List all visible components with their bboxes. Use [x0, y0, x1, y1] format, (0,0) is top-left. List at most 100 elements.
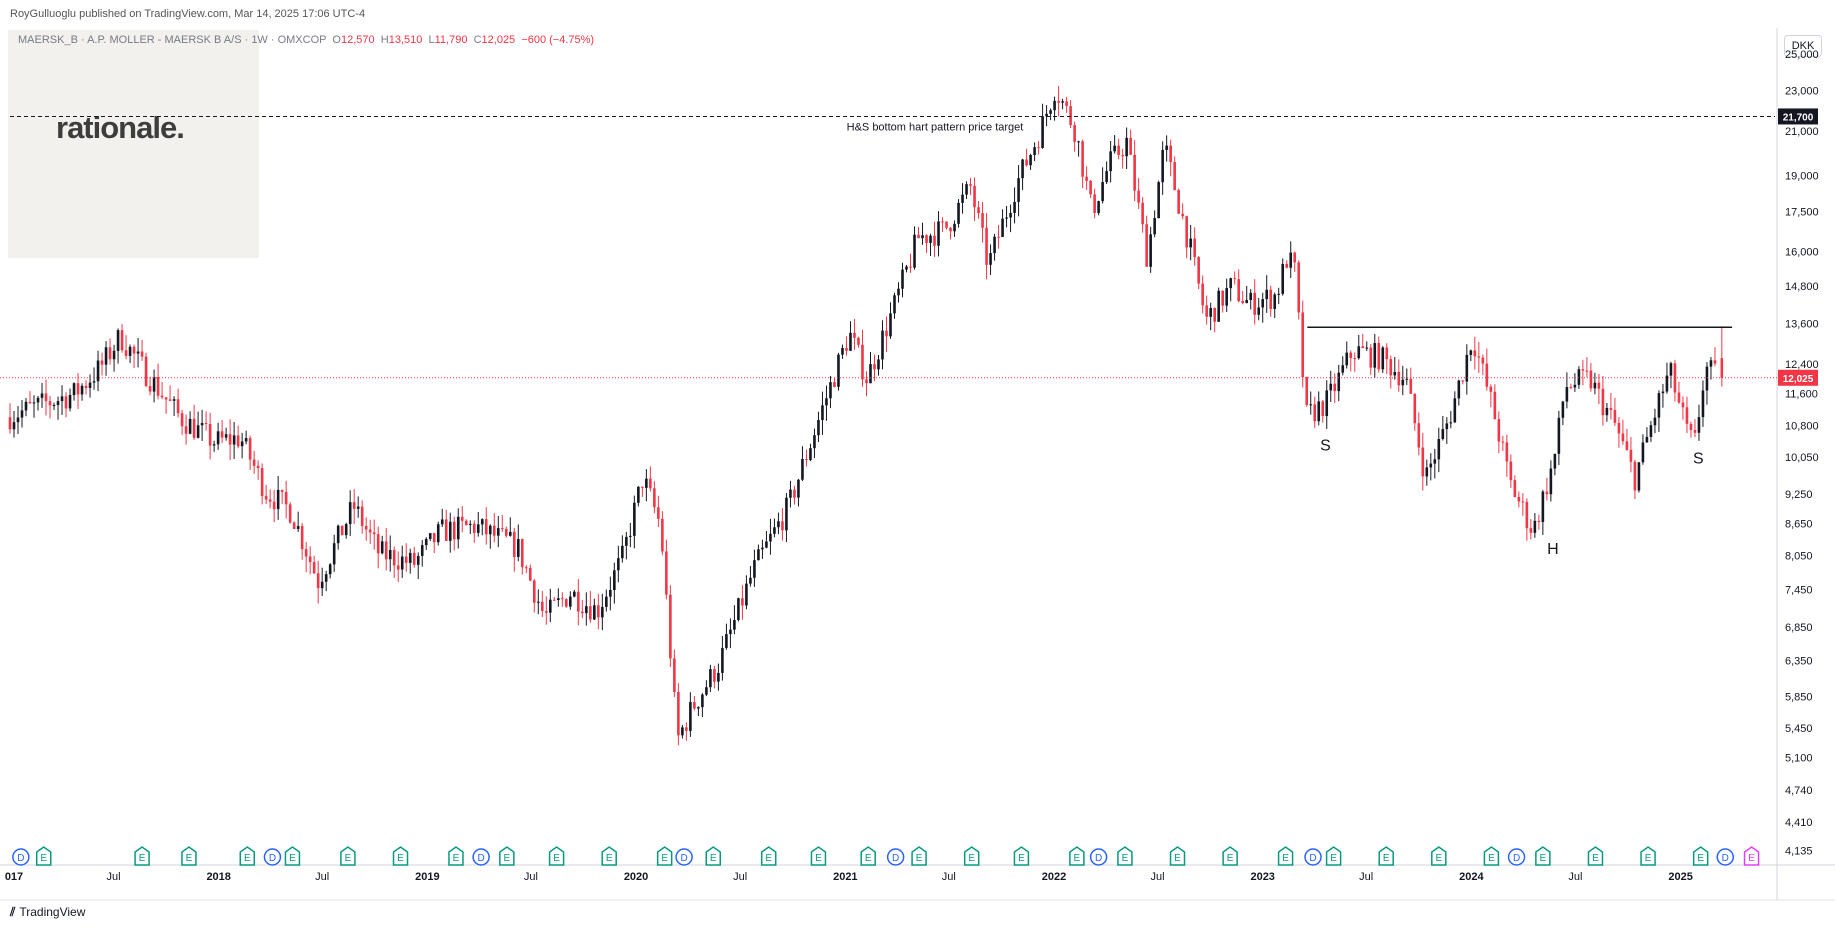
candle-body	[60, 396, 64, 402]
candle-body	[725, 634, 728, 648]
candle-body	[913, 234, 916, 268]
candle-body	[360, 506, 364, 526]
candle-body	[200, 423, 204, 426]
candle-body	[132, 346, 136, 354]
candle-body	[296, 526, 300, 529]
candle-body	[376, 534, 380, 554]
y-tick-label: 23,000	[1785, 86, 1819, 98]
candle-body	[208, 424, 212, 446]
candle-body	[1349, 352, 1353, 359]
candle-body	[332, 543, 336, 565]
candle-body	[108, 347, 112, 360]
rationale-logo: rationale.	[56, 110, 185, 145]
candle-body	[997, 236, 1000, 238]
candle-body	[316, 573, 320, 589]
candle-body	[865, 379, 868, 384]
candle-body	[84, 385, 88, 388]
candle-body	[448, 521, 452, 541]
candle-body	[681, 727, 684, 736]
candle-body	[88, 382, 92, 388]
candle-body	[524, 567, 528, 569]
candle-body	[52, 405, 56, 407]
candle-body	[1397, 371, 1401, 386]
candle-body	[1653, 417, 1657, 426]
candle-body	[1153, 218, 1156, 235]
candle-body	[452, 521, 456, 540]
candle-body	[1241, 301, 1244, 304]
candle-body	[440, 519, 444, 525]
candle-body	[1529, 528, 1533, 533]
candle-body	[44, 393, 48, 402]
candle-body	[112, 350, 116, 360]
candle-body	[585, 606, 588, 614]
candle-body	[1441, 429, 1445, 440]
candle-body	[1473, 350, 1477, 357]
candle-body	[40, 393, 44, 398]
candle-body	[1481, 357, 1485, 364]
candle-body	[1089, 180, 1092, 195]
candle-body	[1265, 289, 1269, 300]
close-value: 12,025	[481, 34, 516, 46]
candle-body	[889, 313, 892, 337]
candle-body	[1169, 145, 1172, 163]
event-icon-label: E	[1488, 853, 1495, 864]
candle-body	[464, 520, 468, 525]
candle-body	[1589, 370, 1593, 389]
candle-body	[853, 332, 856, 338]
symbol-legend[interactable]: MAERSK_B · A.P. MOLLER - MAERSK B A/S · …	[18, 34, 594, 46]
event-icon-label: E	[1435, 853, 1442, 864]
candles-layer	[8, 86, 1724, 746]
last-candle-body	[1720, 358, 1724, 378]
event-icon-label: D	[17, 853, 24, 864]
tradingview-footer[interactable]: ⫽ TradingView	[10, 905, 85, 920]
candle-body	[1361, 346, 1365, 349]
candle-body	[1601, 388, 1605, 416]
earnings-icon	[1277, 846, 1294, 866]
y-tick-label: 25,000	[1785, 49, 1819, 61]
candle-body	[673, 658, 676, 692]
dividend-icon	[675, 848, 693, 866]
candle-body	[985, 227, 988, 265]
candle-body	[749, 577, 752, 584]
candle-body	[432, 533, 436, 543]
candle-body	[1117, 145, 1120, 156]
candle-body	[36, 397, 40, 403]
candle-body	[757, 549, 760, 561]
candle-body	[1121, 155, 1124, 157]
candle-body	[272, 501, 276, 510]
candle-body	[256, 465, 260, 469]
y-tick-label: 4,740	[1785, 785, 1813, 797]
candle-body	[917, 234, 920, 239]
candle-body	[1233, 278, 1236, 280]
candle-body	[1457, 380, 1461, 399]
dividend-icon	[1507, 848, 1526, 866]
y-tick-label: 10,800	[1785, 420, 1819, 432]
candle-body	[204, 423, 208, 425]
candle-body	[1005, 217, 1008, 219]
candle-body	[1605, 407, 1609, 416]
candle-body	[1645, 436, 1649, 443]
candle-body	[1429, 463, 1433, 468]
candle-body	[825, 398, 828, 406]
candle-body	[721, 647, 724, 673]
currency-button[interactable]: DKK	[1784, 35, 1822, 57]
symbol-info[interactable]: MAERSK_B · A.P. MOLLER - MAERSK B A/S · …	[18, 34, 327, 46]
candle-body	[1389, 359, 1393, 376]
open-label: O	[332, 34, 341, 46]
candle-body	[1369, 347, 1373, 368]
candle-body	[653, 488, 656, 508]
candle-body	[805, 459, 808, 461]
candle-body	[284, 491, 288, 505]
candle-body	[400, 556, 404, 570]
candle-body	[933, 235, 936, 246]
x-tick-label: Jul	[524, 871, 538, 883]
candle-body	[56, 401, 60, 406]
candle-body	[661, 518, 664, 552]
candle-body	[20, 410, 24, 418]
candle-body	[1701, 390, 1705, 418]
candle-body	[801, 459, 804, 480]
candle-body	[228, 434, 232, 445]
event-icon-label: E	[504, 853, 511, 864]
candle-body	[965, 184, 968, 195]
